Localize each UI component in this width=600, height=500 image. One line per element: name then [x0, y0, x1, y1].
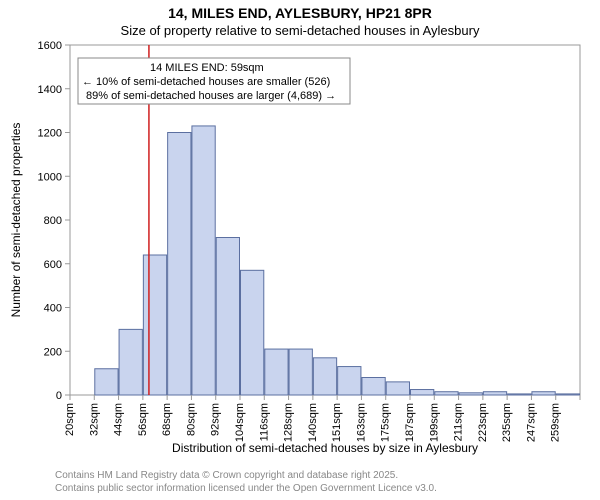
- x-tick-label: 235sqm: [501, 403, 513, 442]
- x-tick-label: 80sqm: [185, 403, 197, 436]
- y-tick-label: 1400: [38, 84, 62, 96]
- x-axis-label: Distribution of semi-detached houses by …: [172, 441, 478, 455]
- annotation-line-3: 89% of semi-detached houses are larger (…: [86, 90, 336, 102]
- x-tick-label: 211sqm: [453, 403, 465, 441]
- x-tick-label: 20sqm: [64, 403, 76, 436]
- histogram-bar: [95, 369, 118, 395]
- x-tick-label: 68sqm: [161, 403, 173, 436]
- x-tick-label: 187sqm: [404, 403, 416, 442]
- y-tick-label: 1000: [38, 171, 62, 183]
- x-tick-label: 259sqm: [550, 403, 562, 442]
- x-tick-label: 151sqm: [331, 403, 343, 442]
- histogram-bar: [338, 367, 361, 395]
- histogram-bar: [143, 255, 166, 395]
- histogram-bar: [216, 238, 239, 396]
- histogram-bar: [192, 126, 215, 395]
- x-tick-label: 223sqm: [477, 403, 489, 442]
- histogram-bar: [168, 133, 191, 396]
- footer-line-1: Contains HM Land Registry data © Crown c…: [55, 470, 398, 481]
- x-tick-label: 163sqm: [355, 403, 367, 442]
- x-tick-label: 44sqm: [113, 403, 125, 436]
- annotation-line-2: ← 10% of semi-detached houses are smalle…: [82, 76, 330, 88]
- histogram-chart: 14, MILES END, AYLESBURY, HP21 8PR Size …: [0, 0, 600, 500]
- histogram-bar: [459, 393, 482, 395]
- y-tick-label: 600: [44, 259, 62, 271]
- x-tick-label: 175sqm: [380, 403, 392, 442]
- y-tick-label: 0: [56, 390, 62, 402]
- x-tick-label: 140sqm: [307, 403, 319, 442]
- histogram-bar: [532, 392, 555, 395]
- histogram-bar: [265, 349, 288, 395]
- annotation-line-1: 14 MILES END: 59sqm: [150, 62, 264, 74]
- histogram-bar: [386, 382, 409, 395]
- histogram-bar: [411, 390, 434, 395]
- histogram-bar: [483, 392, 506, 395]
- y-tick-label: 1200: [38, 128, 62, 140]
- x-tick-label: 116sqm: [258, 403, 270, 441]
- histogram-bar: [313, 358, 336, 395]
- footer-line-2: Contains public sector information licen…: [55, 483, 437, 494]
- x-tick-label: 56sqm: [137, 403, 149, 436]
- chart-subtitle: Size of property relative to semi-detach…: [121, 23, 480, 38]
- histogram-bar: [556, 394, 579, 395]
- histogram-bar: [362, 378, 385, 396]
- x-tick-label: 128sqm: [283, 403, 295, 442]
- y-tick-label: 800: [44, 215, 62, 227]
- x-tick-label: 199sqm: [428, 403, 440, 442]
- y-tick-label: 200: [44, 346, 62, 358]
- x-tick-label: 32sqm: [88, 403, 100, 436]
- histogram-bar: [119, 329, 142, 395]
- x-tick-label: 247sqm: [525, 403, 537, 442]
- histogram-bar: [435, 392, 458, 395]
- annotation-box: 14 MILES END: 59sqm ← 10% of semi-detach…: [78, 58, 350, 104]
- histogram-bar: [241, 270, 264, 395]
- y-tick-label: 1600: [38, 40, 62, 52]
- x-tick-label: 104sqm: [234, 403, 246, 442]
- y-tick-label: 400: [44, 303, 62, 315]
- y-axis-label: Number of semi-detached properties: [9, 123, 23, 318]
- chart-title: 14, MILES END, AYLESBURY, HP21 8PR: [168, 5, 432, 21]
- histogram-bar: [508, 394, 531, 395]
- x-tick-label: 92sqm: [210, 403, 222, 436]
- histogram-bar: [289, 349, 312, 395]
